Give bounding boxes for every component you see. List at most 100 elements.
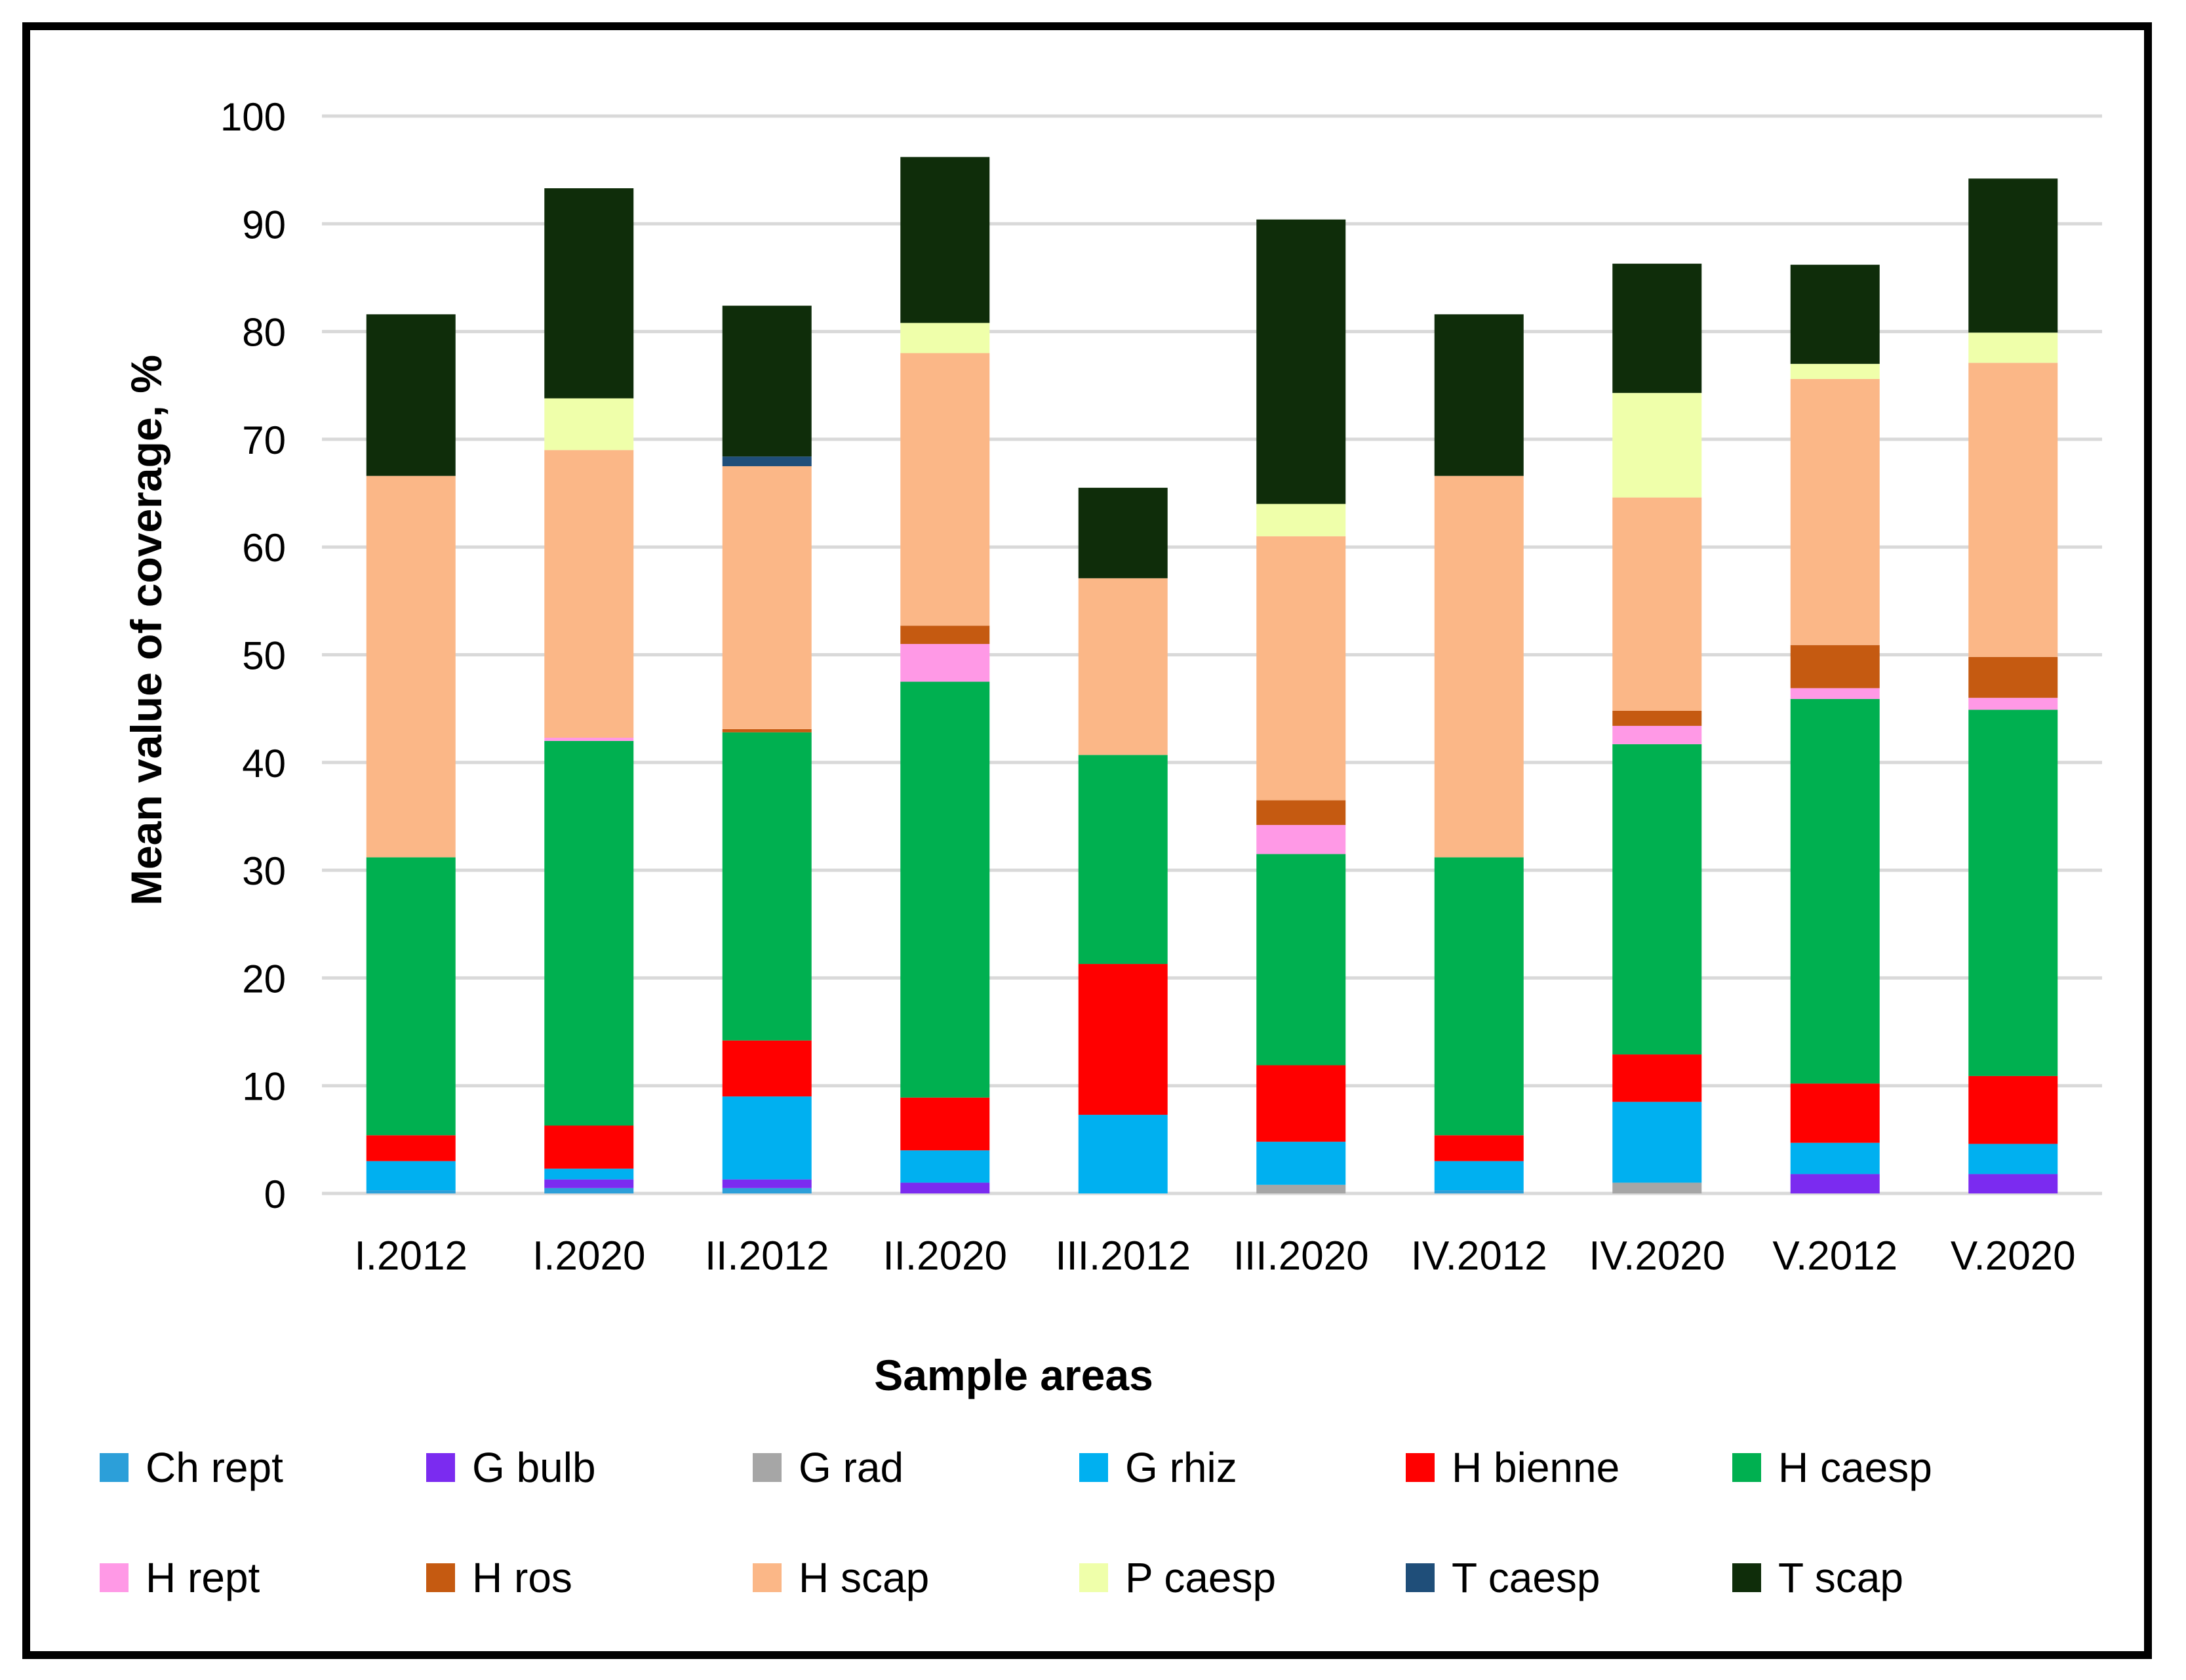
legend-item: H scap [753,1554,929,1601]
bar-segment-h-rept [1790,688,1880,699]
bar-segment-h-caesp [366,857,456,1136]
y-tick-label: 10 [242,1065,286,1109]
y-tick-label: 0 [264,1172,286,1216]
x-tick-label: III.2020 [1233,1233,1369,1279]
legend-label: P caesp [1125,1554,1277,1601]
x-tick-label: II.2020 [883,1233,1007,1279]
bars [366,157,2058,1193]
y-tick-label: 100 [220,95,286,139]
bar-segment-h-scap [1968,363,2058,657]
legend-swatch [1406,1453,1435,1482]
y-tick-label: 80 [242,311,286,355]
bar-segment-h-bienne [722,1040,812,1097]
bar-segment-t-scap [1968,178,2058,333]
legend-label: H caesp [1778,1444,1932,1491]
x-tick-label: V.2020 [1951,1233,2076,1279]
bar-segment-h-bienne [900,1097,990,1151]
y-tick-label: 70 [242,418,286,462]
legend-item: G bulb [426,1444,596,1491]
bar-segment-t-scap [1790,264,1880,364]
legend-swatch [753,1453,782,1482]
x-tick-label: I.2012 [355,1233,467,1279]
legend-swatch [100,1563,129,1592]
bar-segment-h-scap [1256,536,1346,801]
bar-segment-h-scap [1434,475,1524,858]
legend-item: G rhiz [1079,1444,1237,1491]
bar-segment-p-caesp [1612,393,1702,498]
bar-segment-t-scap [1434,314,1524,476]
x-tick-label: V.2012 [1772,1233,1898,1279]
bar-segment-h-bienne [1790,1083,1880,1143]
legend-swatch [426,1453,455,1482]
x-axis-label: Sample areas [874,1351,1153,1399]
bar-segment-t-scap [1256,219,1346,504]
bar-segment-ch-rept [1434,1190,1524,1193]
bar-segment-h-rept [1256,825,1346,854]
bar-segment-h-ros [1256,800,1346,826]
bar-segment-g-rhiz [722,1096,812,1180]
bar-segment-h-ros [900,626,990,645]
bar-segment-h-rept [1968,698,2058,710]
legend-label: G rhiz [1125,1444,1237,1491]
y-tick-label: 60 [242,526,286,570]
legend-swatch [753,1563,782,1592]
legend-item: H caesp [1732,1444,1932,1491]
bar-segment-h-caesp [1790,698,1880,1084]
legend-label: H rept [146,1554,260,1601]
bar-segment-p-caesp [544,398,634,450]
bar-segment-g-rhiz [1790,1142,1880,1174]
bar-segment-h-bienne [1968,1075,2058,1144]
bar-segment-h-bienne [1078,964,1168,1115]
bar-segment-g-rad [1256,1184,1346,1193]
bar-segment-ch-rept [722,1188,812,1193]
legend-item: H ros [426,1554,572,1601]
x-tick-label: III.2012 [1055,1233,1191,1279]
y-tick-label: 50 [242,634,286,678]
legend-swatch [1079,1563,1108,1592]
bar-segment-t-caesp [722,456,812,466]
bar-segment-t-scap [544,188,634,399]
chart-frame: 0 10 20 30 40 50 60 70 80 90 100 I.2012 I.2020 II.20… [22,22,2152,1659]
x-tick-label: IV.2020 [1589,1233,1725,1279]
bar-segment-h-caesp [1434,857,1524,1136]
bar-segment-g-rad [1612,1182,1702,1193]
y-tick-labels: 0 10 20 30 40 50 60 70 80 90 100 [220,95,286,1216]
bar-segment-h-scap [544,450,634,738]
bar-segment-h-bienne [1256,1065,1346,1142]
legend-swatch [1732,1453,1761,1482]
bar-segment-h-caesp [1256,854,1346,1066]
bar-segment-h-caesp [1078,755,1168,965]
bar-segment-h-caesp [1612,744,1702,1055]
legend-label: Ch rept [146,1444,283,1491]
x-tick-label: IV.2012 [1411,1233,1547,1279]
bar-segment-g-rhiz [900,1150,990,1183]
bar-segment-h-caesp [722,732,812,1041]
legend-item: G rad [753,1444,904,1491]
bar-segment-h-bienne [544,1125,634,1169]
bar-segment-h-caesp [900,681,990,1098]
bar-segment-h-rept [1612,725,1702,744]
bar-segment-h-scap [722,466,812,729]
y-tick-label: 90 [242,203,286,247]
stacked-bar-chart: 0 10 20 30 40 50 60 70 80 90 100 I.2012 I.2020 II.20… [122,95,2102,1399]
bar-segment-p-caesp [1790,363,1880,379]
bar-segment-h-scap [366,475,456,858]
y-tick-label: 30 [242,849,286,893]
legend-label: H ros [472,1554,572,1601]
bar-segment-t-scap [722,306,812,457]
bar-segment-h-scap [900,353,990,626]
bar-segment-g-rhiz [1256,1142,1346,1185]
legend-swatch [1732,1563,1761,1592]
bar-segment-t-scap [1078,487,1168,578]
legend-swatch [100,1453,129,1482]
legend-item: P caesp [1079,1554,1277,1601]
bar-segment-p-caesp [1256,504,1346,536]
bar-segment-h-rept [900,644,990,682]
bar-segment-ch-rept [544,1188,634,1193]
bar-segment-g-rhiz [544,1169,634,1180]
bar-segment-g-bulb [1790,1174,1880,1193]
bar-segment-h-scap [1790,378,1880,645]
bar-segment-h-rept [544,738,634,741]
x-tick-label: I.2020 [532,1233,645,1279]
bar-segment-g-bulb [900,1182,990,1193]
